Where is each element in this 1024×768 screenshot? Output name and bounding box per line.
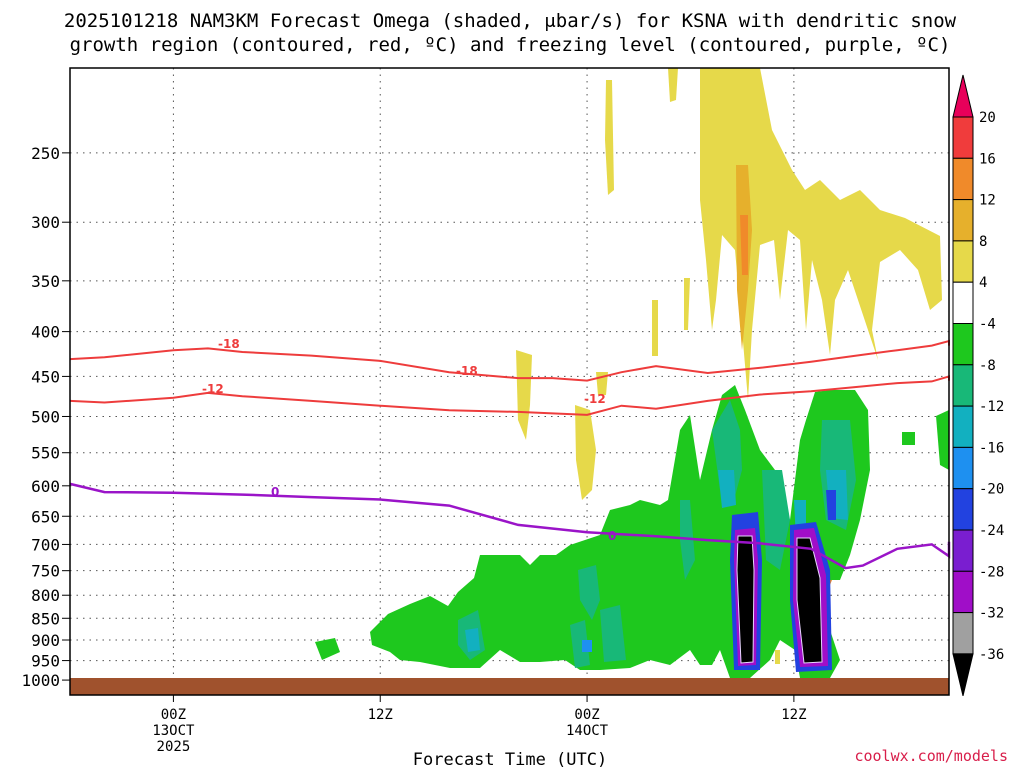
dgz-top-label: -18: [456, 364, 478, 378]
colorbar-label: 4: [979, 275, 987, 291]
colorbar-swatch: [952, 405, 974, 448]
y-tick-label: 1000: [21, 671, 60, 690]
omega-yellow-region: [605, 80, 614, 195]
dgz-bottom-label: -12: [584, 392, 606, 406]
omega-green-region: [315, 638, 340, 660]
omega-yellow-region: [668, 68, 678, 102]
omega-black-core: [736, 535, 755, 664]
omega-shading: [315, 68, 949, 678]
colorbar: 20 16 12 8 4 -4 -8 -12 -16 -20 -24 -28 -32 -36: [952, 74, 1004, 697]
colorbar-swatch: [952, 199, 974, 242]
y-tick-label: 550: [31, 444, 60, 463]
y-tick-label: 650: [31, 507, 60, 526]
y-axis: 250 300 350 400 450 500 550 600 650 700 750 800 850 9…: [21, 144, 70, 690]
colorbar-label: -32: [979, 606, 1004, 622]
ground-surface: [70, 678, 949, 695]
x-tick-label: 12Z: [781, 707, 806, 723]
colorbar-swatch: [952, 488, 974, 531]
x-tick-label: 00Z: [161, 707, 186, 723]
x-axis-label: Forecast Time (UTC): [413, 750, 607, 768]
omega-cyan-region: [718, 470, 736, 508]
colorbar-label: -20: [979, 482, 1004, 498]
omega-cyan-region: [465, 628, 480, 652]
y-tick-label: 250: [31, 144, 60, 163]
chart-title-line2: growth region (contoured, red, ºC) and f…: [70, 34, 951, 56]
y-tick-label: 400: [31, 323, 60, 342]
colorbar-label: -12: [979, 399, 1004, 415]
colorbar-label: 8: [979, 234, 987, 250]
y-tick-label: 800: [31, 586, 60, 605]
y-tick-label: 500: [31, 407, 60, 426]
omega-yellow-region: [516, 350, 532, 440]
omega-yellow-region: [700, 68, 942, 400]
dgz-top-label: -18: [218, 337, 240, 351]
x-tick-label: 13OCT: [152, 723, 195, 739]
omega-green-region: [902, 432, 915, 445]
colorbar-label: -36: [979, 647, 1004, 663]
freezing-level-label: 0: [608, 529, 616, 543]
omega-yellow-region: [684, 278, 690, 330]
omega-teal-region: [578, 565, 600, 620]
omega-black-core: [796, 537, 823, 664]
colorbar-label: 20: [979, 110, 996, 126]
omega-teal-region: [570, 620, 590, 668]
credit-text: coolwx.com/models: [854, 747, 1008, 765]
colorbar-swatch: [952, 364, 974, 407]
colorbar-swatch: [952, 612, 974, 655]
plot-border: [69, 67, 950, 696]
colorbar-label: -8: [979, 358, 996, 374]
x-tick-label: 14OCT: [566, 723, 609, 739]
colorbar-swatch: [952, 653, 974, 697]
colorbar-swatch: [952, 570, 974, 614]
colorbar-label: -28: [979, 564, 1004, 580]
plot-area: -18 -18 -12 -12 0 0: [69, 67, 951, 696]
colorbar-swatch: [952, 157, 974, 201]
colorbar-swatch: [952, 446, 974, 490]
omega-blue-region: [582, 640, 592, 652]
colorbar-swatch: [952, 281, 974, 325]
colorbar-label: 12: [979, 193, 996, 209]
y-tick-label: 300: [31, 213, 60, 232]
y-tick-label: 750: [31, 562, 60, 581]
omega-yellow-region: [775, 650, 780, 664]
omega-blue-region: [826, 490, 836, 520]
colorbar-label: -4: [979, 317, 996, 333]
colorbar-label: -16: [979, 440, 1004, 456]
y-tick-label: 900: [31, 631, 60, 650]
omega-yellow-region: [575, 405, 596, 500]
colorbar-swatch: [952, 74, 974, 118]
colorbar-label: -24: [979, 523, 1004, 539]
colorbar-swatch: [952, 529, 974, 572]
y-tick-label: 450: [31, 367, 60, 386]
y-tick-label: 600: [31, 477, 60, 496]
chart-title-line1: 2025101218 NAM3KM Forecast Omega (shaded…: [64, 10, 957, 32]
omega-yellow-region: [652, 300, 658, 356]
colorbar-label: 16: [979, 151, 996, 167]
y-tick-label: 950: [31, 652, 60, 671]
x-tick-label: 2025: [157, 739, 191, 755]
y-tick-label: 700: [31, 535, 60, 554]
dgz-bottom-label: -12: [202, 382, 224, 396]
y-tick-label: 350: [31, 272, 60, 291]
omega-green-region: [936, 410, 949, 470]
y-tick-label: 850: [31, 609, 60, 628]
colorbar-swatch: [952, 240, 974, 283]
x-tick-label: 00Z: [574, 707, 599, 723]
freezing-level-label: 0: [271, 485, 279, 499]
colorbar-swatch: [952, 323, 974, 366]
x-tick-label: 12Z: [368, 707, 393, 723]
omega-orange-region: [740, 215, 748, 275]
omega-teal-region: [600, 605, 626, 662]
omega-teal-region: [680, 500, 695, 580]
colorbar-swatch: [952, 116, 974, 159]
